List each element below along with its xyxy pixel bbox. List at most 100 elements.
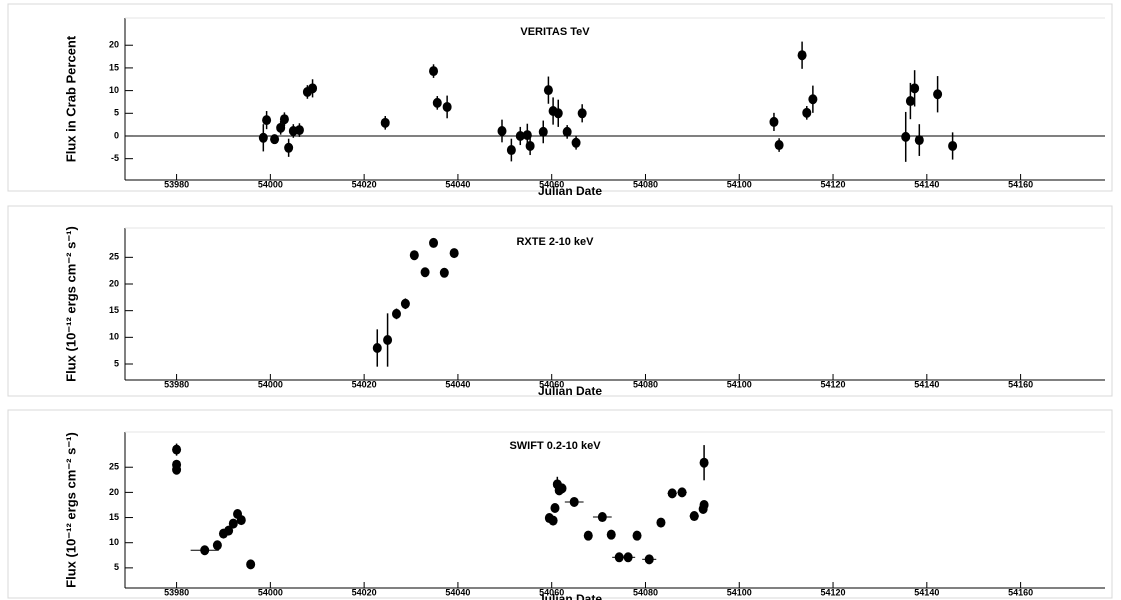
chart-title: VERITAS TeV [520, 26, 590, 38]
data-point [200, 545, 210, 556]
data-point [562, 126, 572, 137]
y-tick-label: 25 [109, 252, 119, 262]
y-axis-label: Flux (10⁻¹² ergs cm⁻² s⁻¹) [63, 226, 78, 382]
data-point [905, 96, 915, 107]
data-point [506, 145, 516, 156]
x-tick-label: 54060 [539, 379, 564, 389]
panel-frame [7, 3, 1113, 192]
data-point [383, 335, 393, 345]
data-point [808, 94, 818, 105]
data-point [172, 444, 182, 455]
data-point [439, 267, 449, 278]
x-tick-label: 53980 [164, 179, 189, 189]
x-tick-label: 54080 [633, 587, 658, 597]
data-point [372, 343, 382, 353]
data-point [557, 483, 567, 494]
x-tick-label: 54120 [821, 379, 846, 389]
data-point [774, 140, 784, 151]
data-point [409, 250, 419, 261]
data-point [429, 237, 439, 248]
data-point [933, 89, 943, 100]
data-point [677, 487, 687, 498]
data-point [543, 85, 553, 96]
data-point [910, 83, 920, 94]
data-point [420, 267, 430, 278]
data-point [577, 108, 587, 119]
y-tick-label: 10 [109, 85, 119, 95]
x-axis-label: Julian Date [538, 384, 602, 398]
x-tick-label: 54020 [352, 179, 377, 189]
data-point [525, 140, 535, 151]
x-tick-label: 54100 [727, 379, 752, 389]
data-point [294, 125, 304, 136]
x-tick-label: 53980 [164, 587, 189, 597]
data-point [276, 122, 286, 133]
data-point [400, 298, 410, 309]
x-tick-label: 54160 [1008, 379, 1033, 389]
data-point [901, 131, 911, 142]
data-point [802, 107, 812, 118]
data-point [212, 540, 222, 551]
data-point [284, 142, 294, 153]
data-point [644, 554, 654, 565]
data-point [224, 525, 234, 536]
data-point [236, 515, 246, 526]
x-axis-label: Julian Date [538, 184, 602, 198]
data-point [623, 552, 633, 563]
x-axis-label: Julian Date [538, 592, 602, 600]
y-tick-label: 0 [114, 130, 119, 140]
x-tick-label: 54060 [539, 179, 564, 189]
data-point [449, 248, 459, 259]
y-axis-label: Flux (10⁻¹² ergs cm⁻² s⁻¹) [63, 432, 78, 588]
data-point [769, 116, 779, 127]
data-point [391, 308, 401, 319]
data-point [632, 530, 642, 541]
x-tick-label: 54060 [539, 587, 564, 597]
data-point [246, 559, 256, 570]
data-point [553, 108, 563, 119]
x-tick-label: 54140 [914, 379, 939, 389]
data-point [380, 117, 390, 128]
data-point [667, 488, 677, 499]
x-tick-label: 54040 [445, 179, 470, 189]
chart-title: RXTE 2-10 keV [516, 236, 594, 248]
panel-frame [7, 409, 1113, 599]
x-tick-label: 54160 [1008, 179, 1033, 189]
y-tick-label: 5 [114, 562, 119, 572]
y-tick-label: 15 [109, 62, 119, 72]
data-point [548, 515, 558, 526]
x-tick-label: 54140 [914, 179, 939, 189]
data-point [262, 115, 272, 126]
y-tick-label: -5 [111, 153, 119, 163]
y-tick-label: 20 [109, 40, 119, 50]
x-tick-label: 54100 [727, 179, 752, 189]
data-point [797, 50, 807, 61]
x-tick-label: 54020 [352, 379, 377, 389]
y-tick-label: 10 [109, 332, 119, 342]
x-tick-label: 54000 [258, 587, 283, 597]
data-point [515, 130, 525, 141]
x-tick-label: 54140 [914, 587, 939, 597]
data-point [270, 134, 280, 145]
data-point [597, 512, 607, 523]
data-point [228, 518, 238, 529]
y-tick-label: 25 [109, 462, 119, 472]
data-point [497, 125, 507, 136]
x-tick-label: 54120 [821, 179, 846, 189]
data-point [656, 517, 666, 528]
y-axis-label: Flux in Crab Percent [63, 35, 78, 162]
x-tick-label: 54000 [258, 379, 283, 389]
x-tick-label: 54020 [352, 587, 377, 597]
data-point [614, 552, 624, 563]
data-point [948, 140, 958, 151]
y-tick-label: 10 [109, 537, 119, 547]
data-point [172, 464, 182, 475]
x-tick-label: 54080 [633, 379, 658, 389]
chart-title: SWIFT 0.2-10 keV [509, 440, 601, 452]
data-point [914, 135, 924, 146]
data-point [429, 66, 439, 77]
data-point [258, 132, 268, 143]
x-tick-label: 54120 [821, 587, 846, 597]
data-point [432, 97, 442, 108]
data-point [569, 496, 579, 507]
